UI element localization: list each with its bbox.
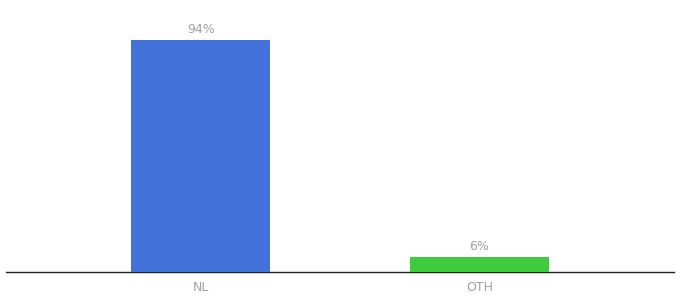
Text: 94%: 94% <box>187 23 214 36</box>
Bar <box>131 40 271 272</box>
Text: 6%: 6% <box>469 240 490 253</box>
Bar <box>409 257 549 272</box>
